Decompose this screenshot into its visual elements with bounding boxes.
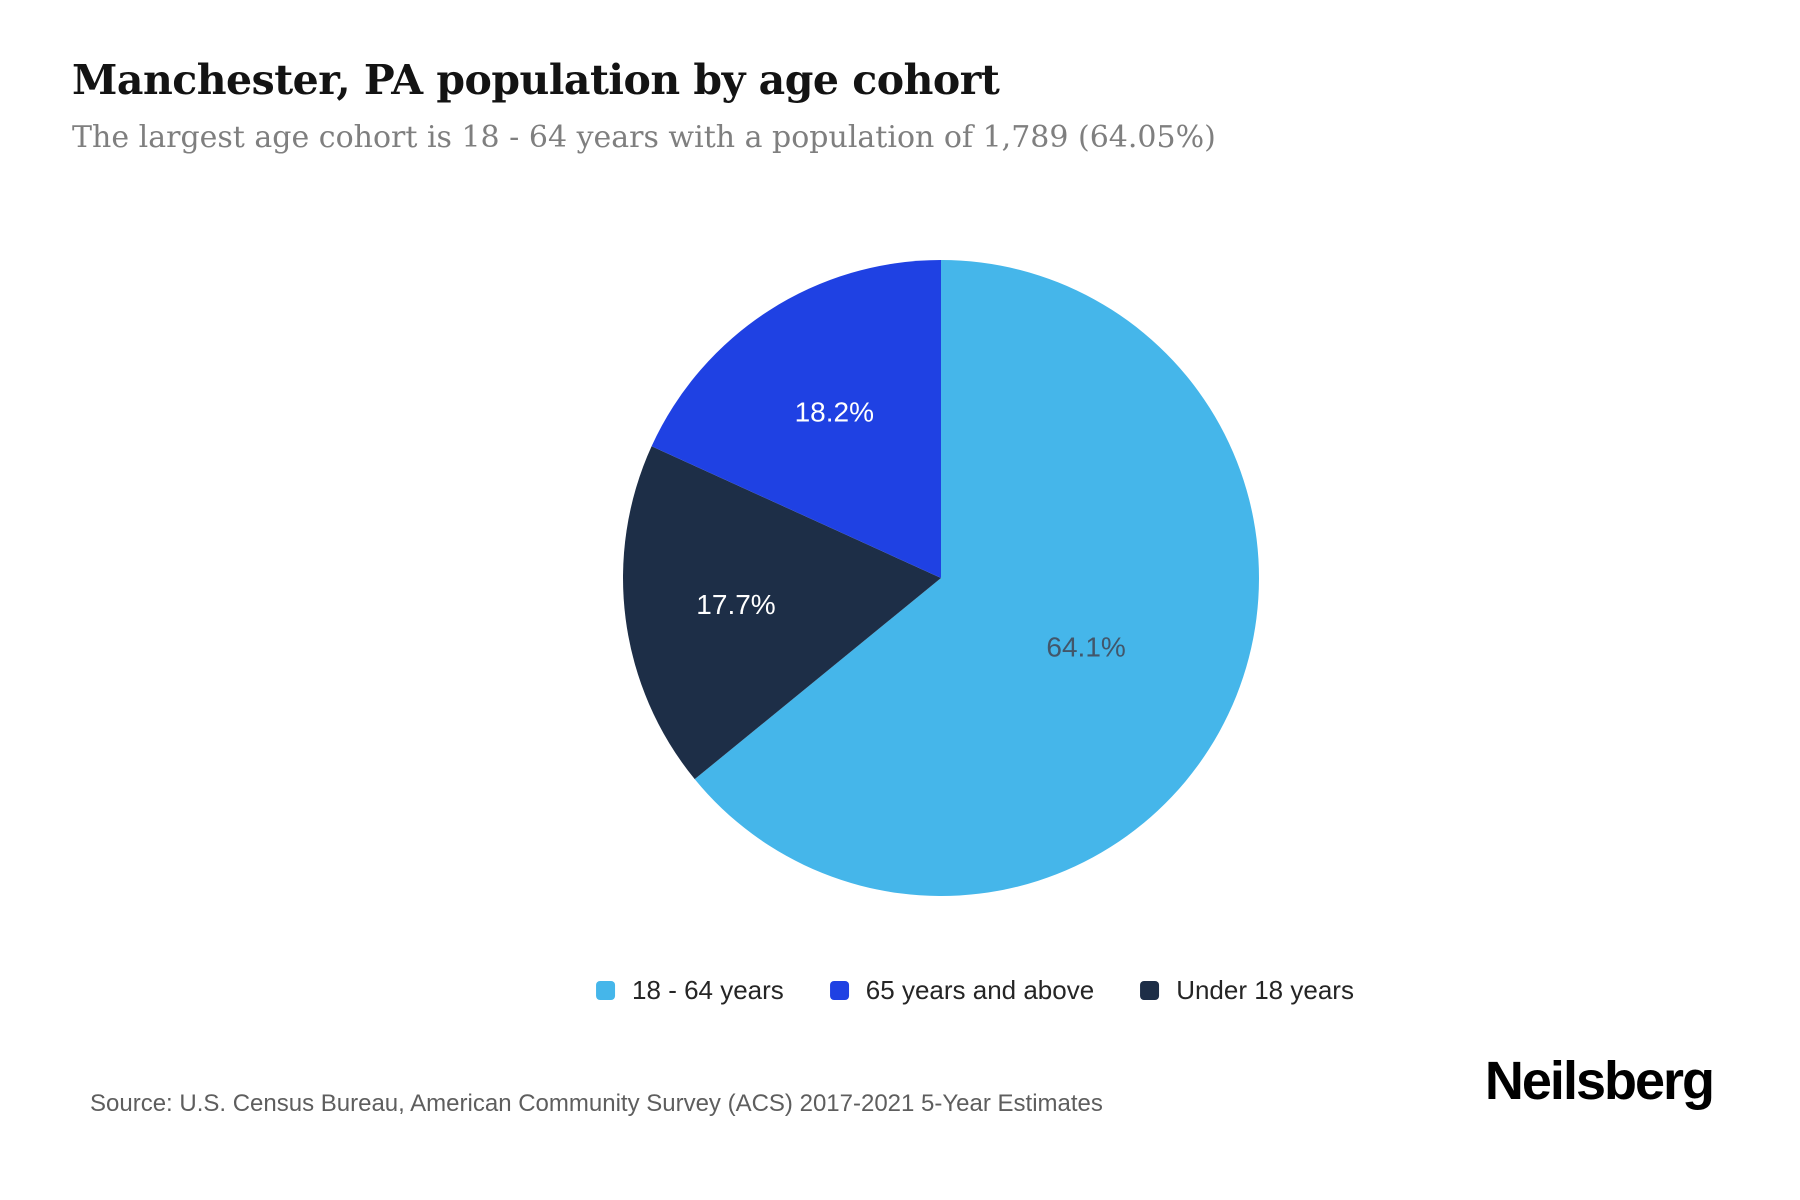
source-attribution: Source: U.S. Census Bureau, American Com… (90, 1090, 1103, 1117)
page-title: Manchester, PA population by age cohort (72, 56, 1000, 104)
chart-subtitle: The largest age cohort is 18 - 64 years … (72, 120, 1216, 155)
pie-slice-percentage-label: 18.2% (795, 397, 874, 428)
pie-slice-percentage-label: 17.7% (696, 589, 775, 620)
pie-chart-area: 64.1% 17.7% 18.2% (563, 200, 1323, 960)
legend-swatch-icon (829, 981, 849, 1000)
chart-legend: 18 - 64 years 65 years and above Under 18 … (596, 975, 1354, 1006)
pie-slice-percentage-label: 64.1% (1046, 631, 1125, 662)
pie-slice-18-64-years[interactable] (694, 260, 1259, 896)
neilsberg-logo: Neilsberg (1484, 1051, 1715, 1111)
legend-item-label: 18 - 64 years (632, 975, 784, 1005)
pie-slice-65-years-and-above[interactable] (651, 260, 941, 578)
legend-item-label: Under 18 years (1176, 975, 1354, 1005)
pie-chart: 64.1% 17.7% 18.2% (623, 260, 1259, 896)
legend-swatch-icon (1140, 981, 1160, 1000)
pie-slice-under-18-years[interactable] (623, 446, 941, 780)
legend-item-65-years-and-above[interactable]: 65 years and above (829, 975, 1095, 1006)
legend-item-18-64-years[interactable]: 18 - 64 years (596, 975, 784, 1006)
legend-item-under-18-years[interactable]: Under 18 years (1140, 975, 1354, 1006)
legend-swatch-icon (596, 981, 616, 1000)
legend-item-label: 65 years and above (865, 975, 1095, 1005)
